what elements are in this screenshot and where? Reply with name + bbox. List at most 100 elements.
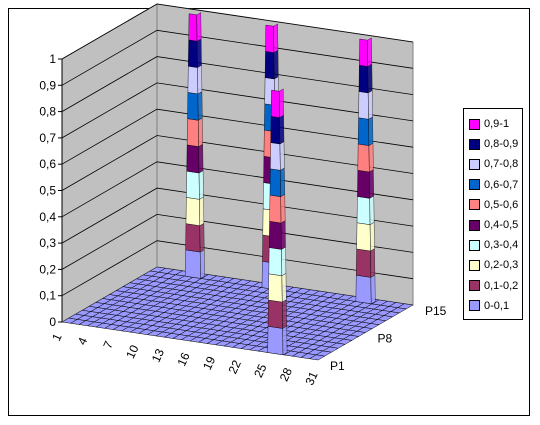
legend-item: 0,3-0,4 <box>469 235 522 255</box>
legend-swatch <box>469 199 480 211</box>
gridline <box>61 3 414 60</box>
peak-band-side <box>369 169 374 199</box>
peak-band-side <box>196 12 202 42</box>
peak-band-side <box>281 273 287 303</box>
legend-item: 0,4-0,5 <box>469 215 522 235</box>
x-tick-label: 28 <box>277 365 295 383</box>
x-tick-label: 1 <box>49 331 65 343</box>
peak-band-side <box>197 64 203 95</box>
z-tick-label: 0 <box>49 315 56 329</box>
peak <box>267 88 288 356</box>
peak-band-side <box>368 116 374 146</box>
legend-label: 0,3-0,4 <box>484 239 519 252</box>
peak-band <box>265 24 275 53</box>
peak-band <box>357 117 370 146</box>
chart-legend: 0,9-1 0,8-0,9 0,7-0,8 0,6-0,7 0,5-0,6 0,4-0,5… <box>463 108 523 320</box>
legend-swatch <box>469 138 480 150</box>
peak-band <box>268 247 283 276</box>
legend-label: 0-0,1 <box>484 299 510 312</box>
legend-label: 0,1-0,2 <box>484 279 519 292</box>
peak-band-side <box>282 325 288 356</box>
peak-band-side <box>199 222 205 253</box>
peak-band-side <box>199 249 205 279</box>
peak-band-side <box>280 167 285 198</box>
peak-band <box>356 222 371 252</box>
z-tick-label: 0,7 <box>39 131 56 145</box>
peak-band <box>188 39 198 68</box>
peak-band <box>268 273 283 303</box>
peak-band-side <box>273 49 279 80</box>
peak <box>184 12 205 279</box>
peak-band <box>355 274 372 304</box>
peak-band <box>358 91 369 120</box>
peak-band-side <box>280 220 286 250</box>
peak-band <box>267 299 283 329</box>
peak-band-side <box>278 88 284 118</box>
peak-band <box>356 196 371 225</box>
peak-band <box>186 144 200 174</box>
legend-swatch <box>469 179 480 191</box>
peak-band <box>185 223 201 253</box>
legend-label: 0,5-0,6 <box>484 198 519 211</box>
depth-axis-ticks: P1 P8 P15 <box>330 304 447 373</box>
peak-band-side <box>367 63 373 94</box>
peak-band-side <box>198 170 204 200</box>
peak-band-side <box>370 274 376 305</box>
peak-band-side <box>369 195 375 226</box>
peak-band-side <box>197 91 203 121</box>
peak-band-side <box>279 114 285 145</box>
chart-peaks <box>184 12 376 356</box>
x-tick-label: 4 <box>75 335 91 347</box>
x-tick-label: 19 <box>200 354 218 372</box>
z-tick-label: 0,1 <box>39 289 56 303</box>
legend-label: 0,2-0,3 <box>484 259 519 272</box>
legend-swatch <box>469 219 480 231</box>
peak-band <box>187 65 199 95</box>
peak-band-side <box>196 38 202 68</box>
x-tick-label: 10 <box>123 342 141 360</box>
legend-swatch <box>469 158 480 170</box>
peak-band-side <box>199 196 205 227</box>
peak-band <box>359 38 368 67</box>
z-tick-label: 0,2 <box>39 262 56 276</box>
legend-item: 0,1-0,2 <box>469 276 522 296</box>
legend-swatch <box>469 118 480 130</box>
gridline <box>61 213 414 270</box>
peak-band <box>188 13 198 42</box>
x-tick-label: 25 <box>251 361 269 379</box>
chart-floor <box>61 266 414 361</box>
depth-tick-label: P1 <box>330 359 345 373</box>
peak-band-side <box>198 117 203 147</box>
gridline <box>61 187 414 244</box>
peak-band-side <box>279 141 285 171</box>
z-tick-label: 0,3 <box>39 236 56 250</box>
peak-band-side <box>367 90 373 120</box>
peak-band <box>357 143 370 173</box>
peak-band <box>356 248 372 278</box>
z-tick-label: 0,4 <box>39 210 56 224</box>
x-tick-label: 16 <box>174 350 192 368</box>
peak-band <box>357 170 370 199</box>
peak-band <box>270 89 280 118</box>
legend-item: 0,7-0,8 <box>469 154 522 174</box>
legend-label: 0,7-0,8 <box>484 158 519 171</box>
gridline <box>61 29 414 86</box>
peak-band-side <box>368 142 374 173</box>
peak-band <box>187 92 199 121</box>
peak-band-side <box>280 193 286 224</box>
peak-band-side <box>367 37 373 67</box>
floor-cell <box>396 303 414 310</box>
peak-band <box>269 168 281 197</box>
peak-band <box>269 194 282 224</box>
legend-label: 0,9-1 <box>484 118 510 131</box>
z-tick-label: 0,5 <box>39 184 56 198</box>
x-tick-label: 7 <box>100 339 116 351</box>
depth-tick-label: P8 <box>378 332 393 346</box>
legend-item: 0,2-0,3 <box>469 255 522 275</box>
legend-item: 0,9-1 <box>469 114 522 134</box>
peak-band <box>267 326 284 356</box>
peak-band <box>186 170 200 200</box>
legend-swatch <box>469 239 480 251</box>
legend-label: 0,8-0,9 <box>484 138 519 151</box>
